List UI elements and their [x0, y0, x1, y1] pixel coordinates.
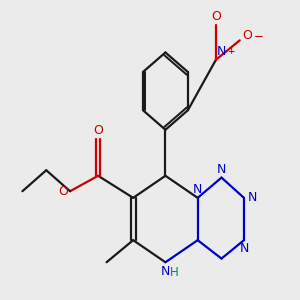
Text: H: H: [170, 266, 179, 279]
Text: O: O: [58, 185, 68, 198]
Text: N: N: [239, 242, 249, 255]
Text: N: N: [217, 163, 226, 176]
Text: O: O: [243, 29, 253, 42]
Text: N: N: [248, 191, 257, 204]
Text: N: N: [192, 183, 202, 196]
Text: N: N: [161, 265, 170, 278]
Text: O: O: [93, 124, 103, 137]
Text: N: N: [216, 45, 226, 58]
Text: O: O: [211, 10, 221, 23]
Text: −: −: [254, 30, 264, 43]
Text: +: +: [227, 47, 234, 56]
